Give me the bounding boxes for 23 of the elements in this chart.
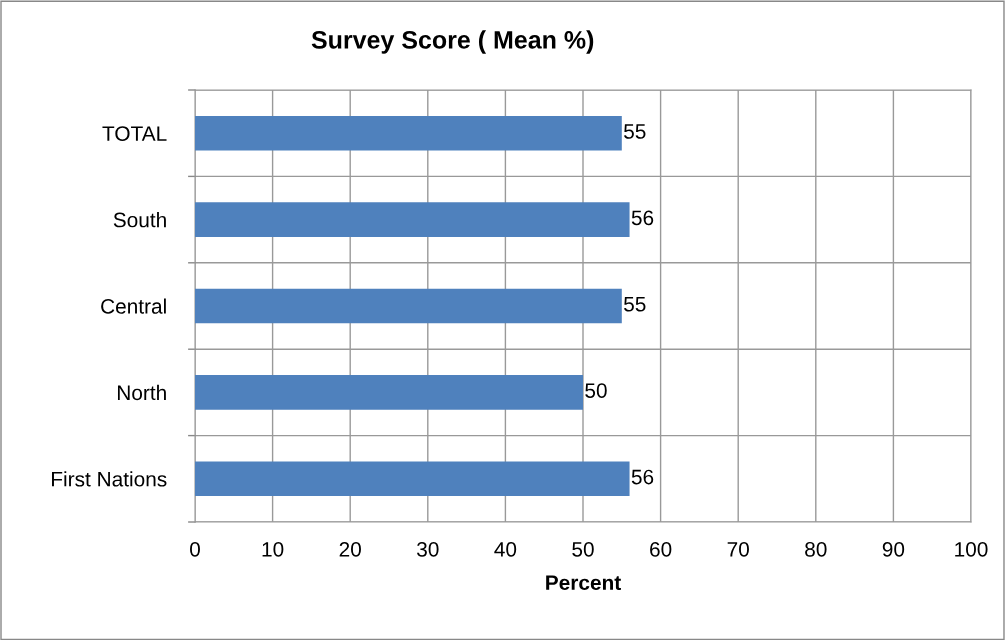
x-tick-label: 30 (417, 541, 439, 557)
data-label: 56 (631, 210, 654, 226)
x-tick-label: 40 (494, 541, 517, 557)
y-tick-label: First Nations (52, 471, 167, 487)
x-axis-title: Percent (546, 575, 621, 591)
chart-title: Survey Score ( Mean %) (311, 30, 594, 54)
data-label: 56 (631, 469, 654, 485)
x-tick-label: 50 (572, 541, 594, 557)
x-tick-label: 80 (805, 541, 827, 557)
x-tick-label: 90 (882, 541, 905, 557)
x-tick-label: 10 (262, 541, 284, 557)
y-tick-label: TOTAL (102, 126, 167, 141)
x-tick-label: 0 (190, 541, 200, 557)
data-label: 50 (585, 383, 607, 398)
data-label: 55 (624, 124, 646, 139)
y-tick-label: North (117, 384, 166, 401)
x-tick-label: 20 (339, 541, 361, 557)
x-tick-label: 60 (650, 541, 672, 557)
y-tick-label: South (113, 212, 166, 228)
x-tick-label: 100 (955, 541, 988, 557)
data-label: 55 (624, 297, 646, 312)
x-tick-label: 70 (727, 541, 749, 557)
y-tick-label: Central (101, 298, 166, 314)
